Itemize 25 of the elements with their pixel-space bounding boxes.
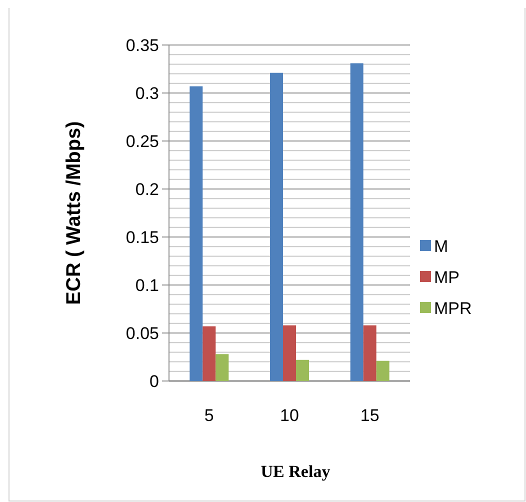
y-tick-label: 0.3 bbox=[135, 84, 159, 103]
x-tick-label: 15 bbox=[360, 406, 380, 425]
y-tick-label: 0.15 bbox=[126, 228, 159, 247]
bar bbox=[296, 360, 309, 381]
x-tick-label: 10 bbox=[280, 406, 299, 425]
y-tick-label: 0.05 bbox=[126, 324, 159, 343]
bar bbox=[350, 63, 364, 381]
y-tick-label: 0.25 bbox=[126, 132, 159, 151]
legend-label: M bbox=[434, 236, 448, 256]
bar bbox=[283, 325, 296, 381]
legend-label: MP bbox=[434, 268, 460, 287]
y-tick-label: 0 bbox=[150, 372, 159, 391]
bar bbox=[202, 326, 216, 381]
y-tick-label: 0.1 bbox=[135, 276, 159, 295]
x-tick-label: 5 bbox=[204, 406, 214, 425]
bar bbox=[376, 360, 390, 381]
bar bbox=[190, 86, 203, 381]
y-tick-label: 0.2 bbox=[135, 180, 159, 199]
bar bbox=[363, 325, 376, 381]
bar bbox=[216, 354, 229, 381]
legend-label: MPR bbox=[434, 298, 472, 318]
y-tick-label: 0.35 bbox=[126, 36, 159, 55]
y-axis-title: ECR ( Watts /Mbps) bbox=[63, 121, 85, 305]
x-axis-title: UE Relay bbox=[260, 462, 331, 481]
bar bbox=[270, 72, 283, 381]
